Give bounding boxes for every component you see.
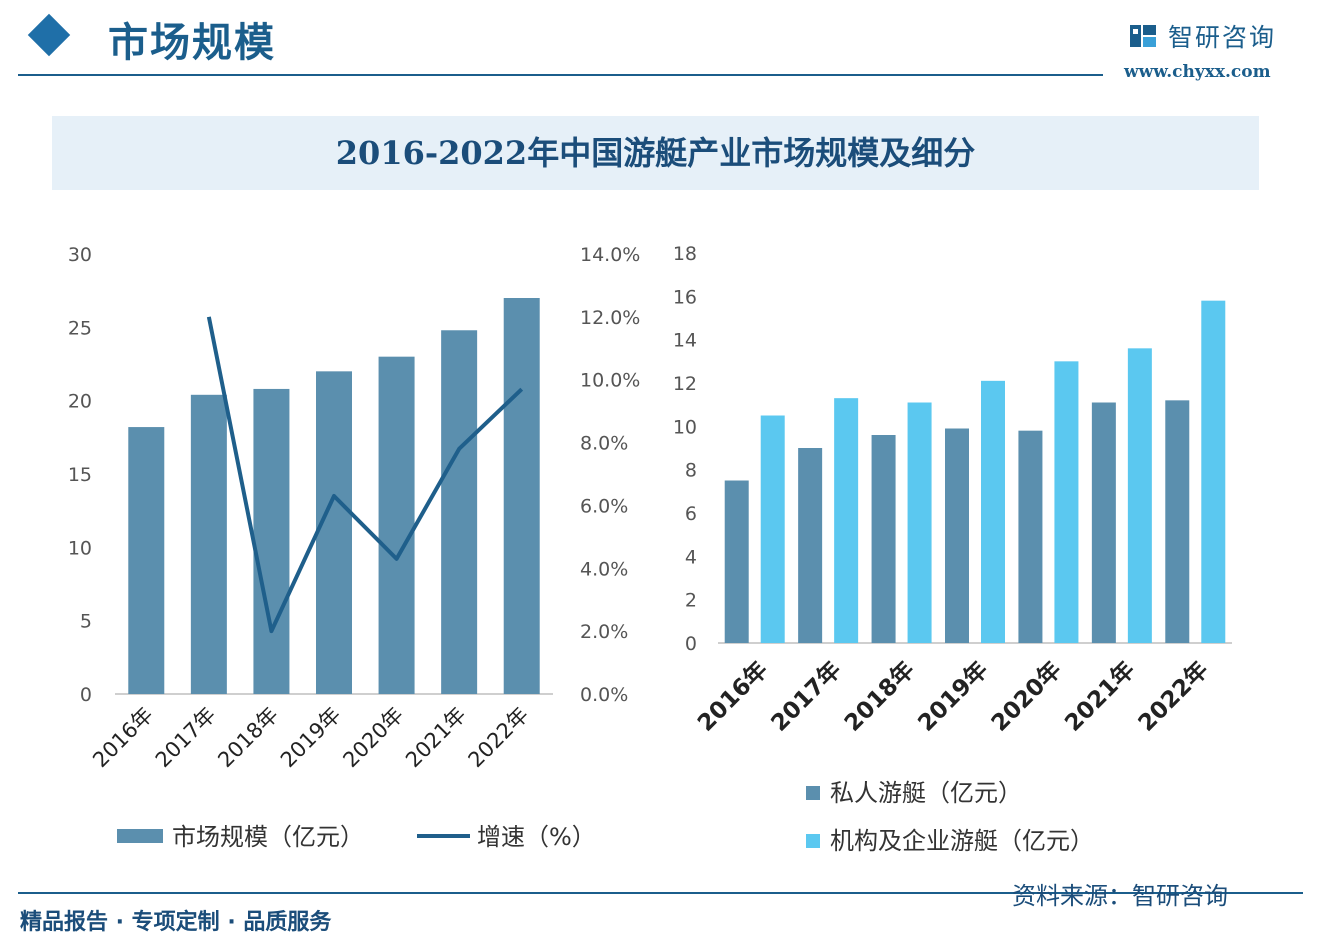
bar-private-yacht	[1165, 400, 1190, 643]
x-tick-label: 2017年	[766, 656, 847, 737]
bar-private-yacht	[798, 448, 823, 643]
bar-private-yacht	[1018, 430, 1043, 643]
legend-swatch-private	[806, 786, 820, 800]
y-tick-label: 0	[80, 684, 92, 706]
x-tick-label: 2021年	[401, 703, 471, 773]
x-tick-label: 2020年	[986, 656, 1067, 737]
y-tick-label: 2	[685, 590, 697, 612]
y-tick-label: 18	[673, 243, 697, 265]
y2-tick-label: 8.0%	[580, 433, 628, 455]
y-tick-label: 5	[80, 611, 92, 633]
bar-private-yacht	[945, 428, 969, 643]
footer-source: 资料来源：智研咨询	[1012, 882, 1228, 910]
legend-label-market-size: 市场规模（亿元）	[172, 823, 364, 851]
header-divider	[18, 74, 1103, 76]
x-tick-label: 2018年	[213, 703, 283, 773]
x-tick-label: 2016年	[88, 703, 158, 773]
y2-tick-label: 6.0%	[580, 495, 628, 517]
legend-swatch-market-size	[117, 829, 163, 843]
y-tick-label: 10	[68, 537, 92, 559]
title-band	[52, 116, 1259, 190]
y-tick-label: 25	[68, 317, 92, 339]
y2-tick-label: 2.0%	[580, 621, 628, 643]
bar-corporate-yacht	[1201, 300, 1226, 643]
x-tick-label: 2018年	[839, 656, 920, 737]
brand-logo: 智研咨询	[1128, 18, 1276, 54]
bar-market-size	[441, 330, 478, 694]
legend-label-private: 私人游艇（亿元）	[830, 779, 1022, 807]
bar-market-size	[253, 388, 290, 694]
bar-corporate-yacht	[760, 415, 785, 643]
bar-corporate-yacht	[907, 402, 932, 643]
bar-market-size	[128, 427, 165, 694]
bar-private-yacht	[871, 435, 896, 643]
y2-tick-label: 12.0%	[580, 307, 640, 329]
left-chart: 30 25 20 15 10 5 0 14.0% 12.0% 10.0% 8.0% 6.0% 4.0% 2…	[68, 244, 641, 851]
y-tick-label: 30	[68, 244, 92, 266]
bar-private-yacht	[724, 480, 749, 643]
right-chart: 18 16 14 12 10 8 6 4 2 02016年2017年2018年2019年2020年…	[673, 243, 1232, 855]
legend-label-growth: 增速（%）	[477, 823, 596, 851]
y-tick-label: 20	[68, 391, 92, 413]
bar-corporate-yacht	[981, 380, 1005, 643]
y-tick-label: 8	[685, 460, 697, 482]
legend-swatch-corporate	[806, 834, 820, 848]
x-tick-label: 2019年	[276, 703, 346, 773]
bar-market-size	[378, 356, 415, 694]
y-tick-label: 14	[673, 330, 697, 352]
x-tick-label: 2019年	[913, 656, 994, 737]
page-title: 市场规模	[108, 20, 276, 66]
bar-market-size	[316, 371, 352, 694]
y-tick-label: 4	[685, 546, 697, 568]
x-tick-label: 2021年	[1059, 656, 1140, 737]
y2-tick-label: 4.0%	[580, 558, 628, 580]
x-tick-label: 2020年	[338, 703, 408, 773]
y2-tick-label: 14.0%	[580, 244, 640, 266]
y-tick-label: 12	[673, 373, 697, 395]
x-tick-label: 2016年	[692, 656, 773, 737]
line-growth-rate	[206, 316, 524, 634]
bar-corporate-yacht	[1127, 348, 1152, 643]
y2-tick-label: 0.0%	[580, 684, 628, 706]
brand-url: www.chyxx.com	[1124, 62, 1271, 82]
y2-tick-label: 10.0%	[580, 370, 640, 392]
brand-name: 智研咨询	[1168, 23, 1277, 52]
bar-private-yacht	[1091, 402, 1116, 643]
y-tick-label: 6	[685, 503, 697, 525]
chart-title: 2016-2022年中国游艇产业市场规模及细分	[335, 134, 976, 172]
footer-tagline: 精品报告 · 专项定制 · 品质服务	[20, 910, 332, 935]
y-tick-label: 10	[673, 416, 697, 438]
legend-label-corporate: 机构及企业游艇（亿元）	[830, 827, 1094, 855]
bar-corporate-yacht	[1054, 361, 1079, 643]
x-tick-label: 2017年	[151, 703, 221, 773]
bar-market-size	[190, 394, 227, 694]
bar-corporate-yacht	[834, 398, 859, 643]
x-tick-label: 2022年	[1133, 656, 1214, 737]
bar-market-size	[503, 298, 540, 694]
footer-divider	[18, 892, 1303, 894]
x-tick-label: 2022年	[464, 703, 534, 773]
y-tick-label: 0	[685, 633, 697, 655]
y-tick-label: 16	[673, 286, 697, 308]
brand-icon	[1130, 25, 1156, 47]
y-tick-label: 15	[68, 464, 92, 486]
